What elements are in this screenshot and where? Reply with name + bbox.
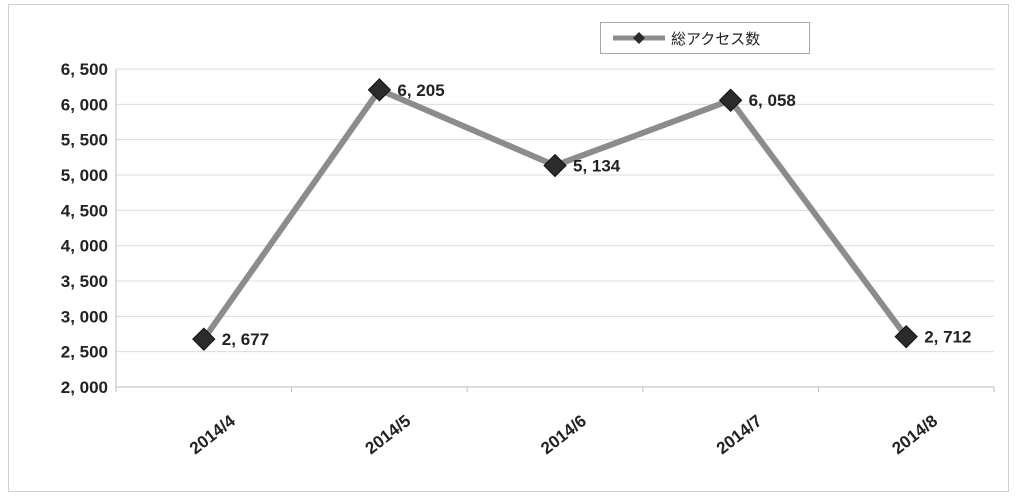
x-tick-label: 2014/8 xyxy=(888,411,941,458)
data-point-marker xyxy=(367,78,392,102)
legend-line-diamond-icon xyxy=(613,32,665,44)
y-tick-label: 6, 000 xyxy=(61,95,108,114)
series-line xyxy=(201,86,909,341)
data-label: 6, 205 xyxy=(397,81,444,100)
y-tick-label: 4, 500 xyxy=(61,201,108,220)
data-point-marker xyxy=(543,153,567,178)
y-tick-label: 3, 000 xyxy=(61,307,108,326)
data-label: 2, 712 xyxy=(924,328,971,347)
data-point-marker xyxy=(718,88,743,112)
x-tick-label: 2014/7 xyxy=(713,411,766,458)
data-label: 5, 134 xyxy=(573,157,621,176)
legend-label: 総アクセス数 xyxy=(671,29,761,48)
y-tick-label: 5, 000 xyxy=(61,166,108,185)
data-label: 2, 677 xyxy=(222,330,269,349)
y-tick-label: 5, 500 xyxy=(61,131,108,150)
data-point-marker xyxy=(192,327,216,351)
y-tick-label: 2, 500 xyxy=(61,343,108,362)
legend: 総アクセス数 xyxy=(600,22,810,54)
y-tick-label: 3, 500 xyxy=(61,272,108,291)
y-tick-label: 2, 000 xyxy=(61,378,108,397)
x-tick-label: 2014/5 xyxy=(362,411,415,458)
data-point-marker xyxy=(894,324,918,349)
y-tick-label: 4, 000 xyxy=(61,237,108,256)
y-tick-label: 6, 500 xyxy=(61,60,108,79)
x-tick-label: 2014/6 xyxy=(537,411,590,458)
data-label: 6, 058 xyxy=(749,91,796,110)
x-tick-label: 2014/4 xyxy=(186,411,239,458)
